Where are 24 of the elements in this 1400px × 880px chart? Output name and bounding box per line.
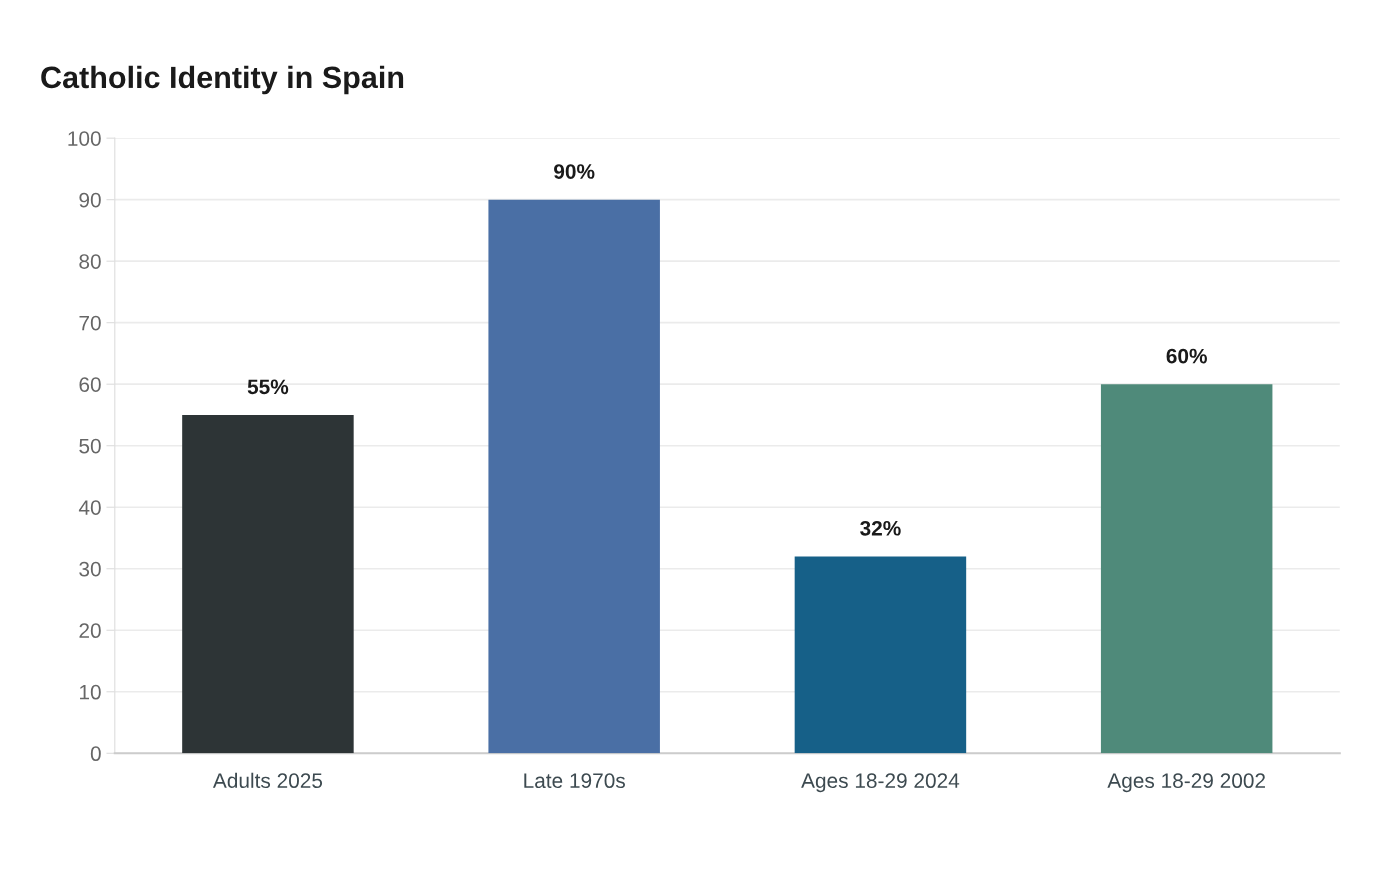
bar xyxy=(794,556,967,754)
y-tick-label: 30 xyxy=(79,561,101,577)
x-tick-label: Ages 18-29 2002 xyxy=(1107,773,1265,793)
y-tick-label: 40 xyxy=(78,500,101,515)
y-tick-label: 70 xyxy=(79,315,101,331)
y-tick-label: 0 xyxy=(90,746,101,762)
x-tick-label: Late 1970s xyxy=(524,773,625,789)
bar xyxy=(488,199,660,754)
y-tick-label: 20 xyxy=(79,623,101,639)
data-label: 90% xyxy=(554,164,595,179)
y-tick-label: 90 xyxy=(79,192,101,208)
y-tick-label: 60 xyxy=(79,377,101,392)
bar xyxy=(182,414,354,754)
x-tick-label: Ages 18-29 2024 xyxy=(801,773,960,793)
chart-title: Catholic Identity in Spain xyxy=(41,65,404,95)
y-tick-label: 100 xyxy=(68,131,101,146)
data-label: 60% xyxy=(1166,348,1207,364)
x-tick-label: Adults 2025 xyxy=(212,772,323,789)
data-label: 55% xyxy=(247,379,289,395)
bar xyxy=(1100,384,1273,754)
data-label: 32% xyxy=(860,520,901,536)
y-tick-label: 80 xyxy=(79,254,101,269)
y-tick-label: 10 xyxy=(80,684,101,700)
y-tick-label: 50 xyxy=(79,438,101,454)
